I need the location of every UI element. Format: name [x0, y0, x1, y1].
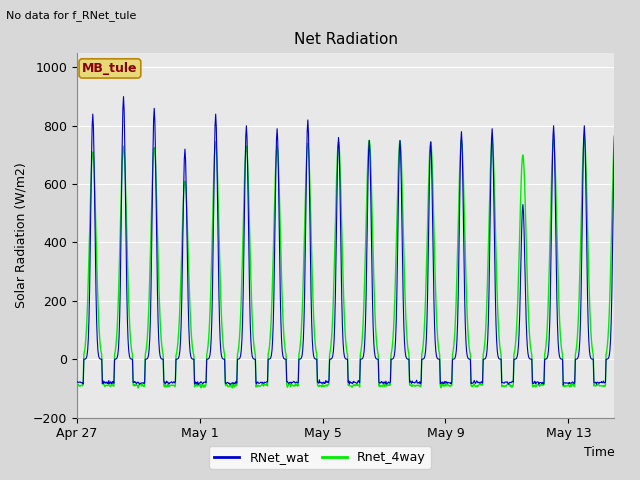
- Text: No data for f_RNet_tule: No data for f_RNet_tule: [6, 10, 137, 21]
- X-axis label: Time: Time: [584, 446, 614, 459]
- Text: MB_tule: MB_tule: [82, 62, 138, 75]
- Title: Net Radiation: Net Radiation: [294, 33, 397, 48]
- Y-axis label: Solar Radiation (W/m2): Solar Radiation (W/m2): [14, 162, 27, 308]
- Legend: RNet_wat, Rnet_4way: RNet_wat, Rnet_4way: [209, 446, 431, 469]
